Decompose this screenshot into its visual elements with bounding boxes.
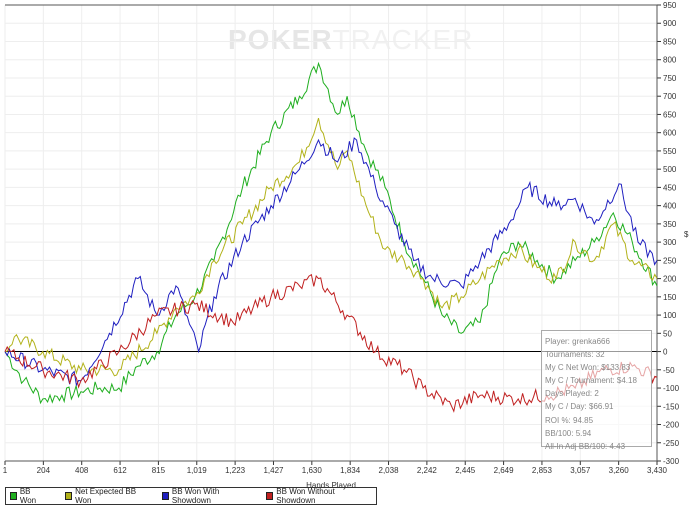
x-tick-label: 2,242 [417, 466, 438, 475]
y-tick-label: 400 [663, 202, 677, 211]
series-line-bb-won-with-showdown [4, 137, 658, 387]
y-tick-label: 250 [663, 256, 677, 265]
series-line-net-expected-bb-won [4, 117, 658, 377]
y-tick-label: -150 [663, 402, 680, 411]
legend-swatch [266, 492, 274, 500]
y-tick-label: 700 [663, 92, 677, 101]
stat-net-won: My C Net Won: $133.83 [545, 363, 631, 373]
x-tick-label: 2,853 [532, 466, 553, 475]
stat-player: Player: grenka666 [545, 337, 610, 346]
y-tick-label: -300 [663, 457, 680, 466]
y-tick-label: 800 [663, 56, 677, 65]
stat-roi: ROI %: 94.85 [545, 415, 594, 425]
x-tick-label: 2,649 [494, 466, 515, 475]
x-tick-label: 2,445 [455, 466, 476, 475]
legend-item-bb-won[interactable]: BB Won [10, 487, 43, 505]
legend-item-showdown[interactable]: BB Won With Showdown [161, 487, 244, 505]
legend-label: Net Expected BB Won [75, 487, 137, 505]
legend-label: BB Won Without Showdown [276, 487, 335, 505]
legend-swatch [161, 492, 169, 500]
y-tick-label: 750 [663, 74, 677, 83]
y-tick-label: 0 [663, 348, 668, 357]
x-tick-label: 612 [113, 466, 127, 475]
y-tick-label: 950 [663, 1, 677, 10]
x-tick-label: 1,630 [302, 466, 323, 475]
y-tick-label: -200 [663, 421, 680, 430]
x-tick-label: 1,223 [225, 466, 246, 475]
x-tick-label: 3,430 [647, 466, 668, 475]
series-line-bb-won [4, 61, 658, 405]
y-tick-label: 850 [663, 37, 677, 46]
legend-label: BB Won [19, 487, 37, 505]
y-tick-label: -250 [663, 439, 680, 448]
x-tick-label: 1 [3, 466, 8, 475]
x-tick-label: 1,834 [340, 466, 361, 475]
y-tick-label: 600 [663, 129, 677, 138]
x-tick-label: 3,260 [609, 466, 630, 475]
legend-swatch [10, 492, 17, 500]
legend: BB Won Net Expected BB Won BB Won With S… [5, 487, 377, 505]
x-tick-label: 815 [152, 466, 166, 475]
y-tick-label: 500 [663, 165, 677, 174]
stat-days-played: Days Played: 2 [545, 389, 599, 399]
player-stats-box: Player: grenka666 Tournaments: 32 My C N… [541, 330, 652, 451]
stat-tournaments: Tournaments: 32 [545, 350, 605, 360]
x-tick-label: 204 [37, 466, 51, 475]
x-tick-label: 1,019 [187, 466, 208, 475]
y-tick-label: -50 [663, 366, 675, 375]
x-tick-label: 3,057 [570, 466, 591, 475]
y-axis-label: $ [684, 230, 689, 239]
y-tick-label: 200 [663, 275, 677, 284]
y-tick-label: 550 [663, 147, 677, 156]
x-axis-label: Hands Played [306, 481, 356, 490]
y-tick-label: 300 [663, 238, 677, 247]
x-tick-label: 1,427 [263, 466, 284, 475]
x-tick-label: 408 [75, 466, 89, 475]
y-tick-label: 150 [663, 293, 677, 302]
stat-per-tournament: My C / Tournament: $4.18 [545, 376, 637, 386]
y-tick-label: 450 [663, 183, 677, 192]
legend-item-no-showdown[interactable]: BB Won Without Showdown [266, 487, 358, 505]
legend-item-net-expected[interactable]: Net Expected BB Won [65, 487, 140, 505]
pokertracker-watermark: POKERTRACKER [228, 24, 474, 55]
legend-label: BB Won With Showdown [171, 487, 220, 505]
y-tick-label: 100 [663, 311, 677, 320]
legend-swatch [65, 492, 73, 500]
y-tick-label: -100 [663, 384, 680, 393]
stat-bb100: BB/100: 5.94 [545, 428, 592, 438]
stat-per-day: My C / Day: $66.91 [545, 402, 614, 412]
y-tick-label: 900 [663, 19, 677, 28]
y-tick-label: 650 [663, 110, 677, 119]
y-tick-label: 50 [663, 329, 672, 338]
x-tick-label: 2,038 [379, 466, 400, 475]
stat-allin-bb100: All-In Adj BB/100: 4.43 [545, 441, 626, 451]
y-tick-label: 350 [663, 220, 677, 229]
